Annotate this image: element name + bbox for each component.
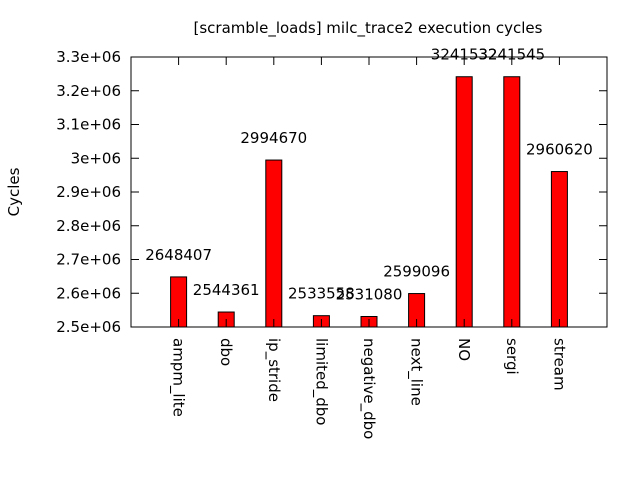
y-tick-label: 3e+06 — [71, 149, 121, 167]
bar-value-label: 2599096 — [383, 263, 450, 281]
bar-value-label: 3241545 — [478, 46, 545, 64]
bar-NO — [455, 76, 473, 328]
bar-value-label: 3241532 — [431, 46, 498, 64]
bar-value-label: 2648407 — [145, 246, 212, 264]
x-tick-label: dbo — [217, 338, 235, 366]
bar-value-label: 2533558 — [288, 285, 355, 303]
x-tick-label: sergi — [503, 338, 521, 375]
y-tick-label: 2.7e+06 — [56, 251, 121, 269]
x-tick-label: negative_dbo — [359, 338, 378, 439]
bar-sergi — [503, 76, 521, 328]
y-axis-ticks: 2.5e+06 2.6e+06 2.7e+06 2.8e+06 2.9e+06 3e+06… — [56, 48, 607, 336]
y-tick-label: 2.9e+06 — [56, 183, 121, 201]
bar-ip_stride — [265, 159, 283, 328]
y-tick-label: 3.2e+06 — [56, 82, 121, 100]
y-tick-label: 3.1e+06 — [56, 116, 121, 134]
y-tick-label: 2.5e+06 — [56, 318, 121, 336]
bar-value-label: 2960620 — [526, 141, 593, 159]
x-tick-label: ampm_lite — [169, 338, 188, 417]
bars — [170, 76, 568, 328]
chart-title: [scramble_loads] milc_trace2 execution c… — [194, 19, 543, 38]
x-tick-label: NO — [455, 338, 473, 361]
bar-stream — [550, 171, 568, 328]
y-axis-label: Cycles — [5, 167, 23, 216]
x-tick-label: next_line — [407, 338, 426, 406]
x-axis-ticks: ampm_lite dbo ip_stride limited_dbo negative… — [169, 57, 568, 439]
bar-value-label: 2994670 — [240, 129, 307, 147]
x-tick-label: limited_dbo — [311, 338, 330, 425]
bar-value-label: 2531080 — [336, 286, 403, 304]
bar-value-label: 2544361 — [193, 281, 260, 299]
y-tick-label: 3.3e+06 — [56, 48, 121, 66]
y-tick-label: 2.6e+06 — [56, 284, 121, 302]
y-tick-label: 2.8e+06 — [56, 217, 121, 235]
x-tick-label: stream — [550, 338, 568, 391]
x-tick-label: ip_stride — [264, 338, 283, 402]
